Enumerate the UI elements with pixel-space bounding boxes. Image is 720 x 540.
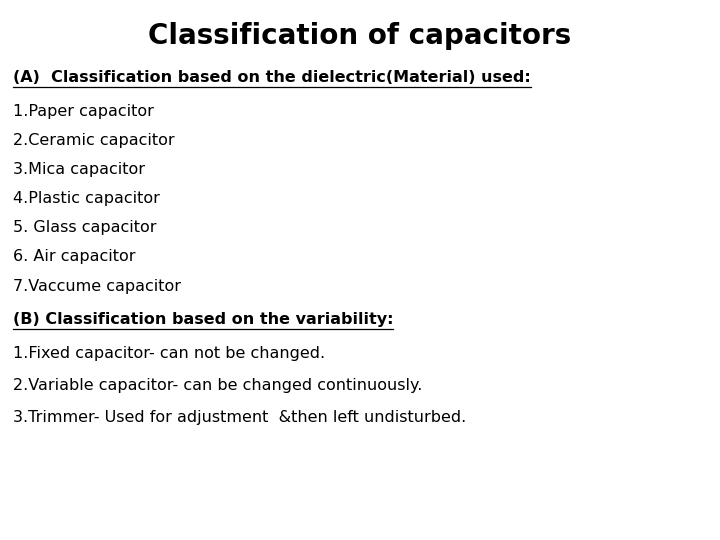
Text: Classification of capacitors: Classification of capacitors [148,22,572,50]
Text: 2.Ceramic capacitor: 2.Ceramic capacitor [13,133,174,148]
Text: (B) Classification based on the variability:: (B) Classification based on the variabil… [13,312,393,327]
Text: 4.Plastic capacitor: 4.Plastic capacitor [13,191,160,206]
Text: 6. Air capacitor: 6. Air capacitor [13,249,135,265]
Text: 3.Trimmer- Used for adjustment  &then left undisturbed.: 3.Trimmer- Used for adjustment &then lef… [13,410,467,426]
Text: 5. Glass capacitor: 5. Glass capacitor [13,220,156,235]
Text: 7.Vaccume capacitor: 7.Vaccume capacitor [13,279,181,294]
Text: (A)  Classification based on the dielectric(Material) used:: (A) Classification based on the dielectr… [13,70,531,85]
Text: 2.Variable capacitor- can be changed continuously.: 2.Variable capacitor- can be changed con… [13,378,423,393]
Text: 1.Fixed capacitor- can not be changed.: 1.Fixed capacitor- can not be changed. [13,346,325,361]
Text: 1.Paper capacitor: 1.Paper capacitor [13,104,154,119]
Text: 3.Mica capacitor: 3.Mica capacitor [13,162,145,177]
